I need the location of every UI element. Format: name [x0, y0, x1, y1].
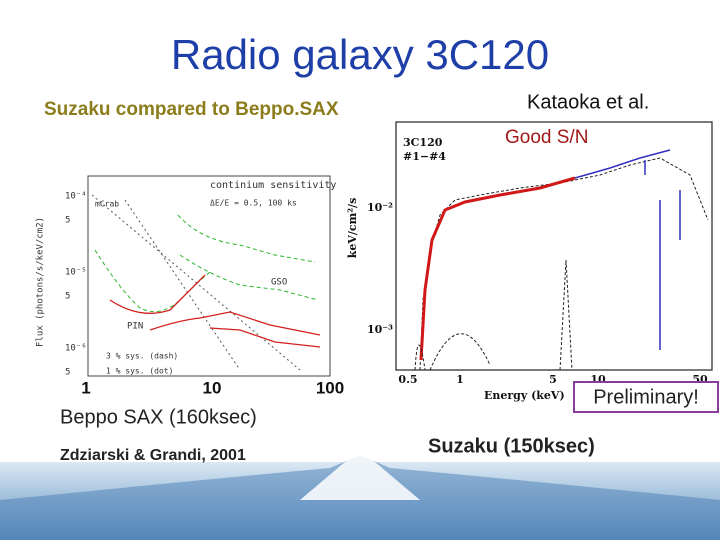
- legend-entry: 3 % sys. (dash): [106, 352, 178, 361]
- stamp: Preliminary!: [593, 386, 699, 408]
- y-tick-label: 5: [65, 216, 70, 226]
- y-axis-label: Flux (photons/s/keV/cm2): [36, 217, 46, 347]
- right-plot: 3C120 #1−#4 keV/cm²/s 10⁻² 10⁻³ 0.5 1 5 …: [346, 121, 713, 402]
- y-tick-label: 10⁻³: [367, 323, 393, 336]
- y-tick-label: 10⁻²: [367, 201, 393, 214]
- gso-curve-1: [179, 254, 319, 301]
- slide-title: Radio galaxy 3C120: [171, 31, 549, 78]
- y-tick-label: 10⁻⁶: [65, 344, 87, 354]
- right-note: Good S/N: [505, 127, 588, 148]
- stamp-box: [573, 381, 719, 413]
- observation-label: #1−#4: [403, 150, 446, 163]
- curve-label: GSO: [271, 278, 287, 288]
- red-curve: [149, 311, 321, 336]
- crab-line: [124, 199, 241, 371]
- unit-note: mCrab: [95, 200, 119, 209]
- right-credit: Kataoka et al.: [527, 91, 649, 113]
- left-plot: continium sensitivity mCrab ΔE/E = 0.5, …: [36, 175, 344, 397]
- plot-title: continium sensitivity: [210, 180, 336, 191]
- left-heading: Suzaku compared to Beppo.SAX: [44, 99, 339, 120]
- y-tick-label: 10⁻⁴: [65, 192, 87, 202]
- x-tick-label: 1: [81, 378, 90, 397]
- red-curve: [209, 327, 321, 348]
- resolution-note: ΔE/E = 0.5, 100 ks: [210, 199, 297, 208]
- left-credit: Zdziarski & Grandi, 2001: [60, 447, 246, 464]
- x-tick-label: 0.5: [398, 373, 417, 386]
- crab-line: [91, 194, 301, 371]
- y-axis-label: keV/cm²/s: [346, 198, 359, 259]
- right-caption: Suzaku (150ksec): [428, 435, 595, 457]
- x-tick-label: 10: [203, 378, 222, 397]
- x-tick-label: 5: [549, 373, 557, 386]
- component-curves: [414, 259, 573, 371]
- curve-label: PIN: [127, 322, 143, 332]
- mountain-snow: [300, 452, 420, 500]
- x-tick-label: 1: [456, 373, 464, 386]
- data-points: [574, 149, 671, 179]
- source-label: 3C120: [403, 136, 443, 149]
- y-tick-label: 5: [65, 292, 70, 302]
- y-tick-label: 10⁻⁵: [65, 268, 87, 278]
- gso-curve-3: [177, 214, 316, 263]
- x-tick-label: 100: [316, 378, 344, 397]
- left-plot-frame: [87, 175, 331, 377]
- data-points: [419, 176, 576, 361]
- y-tick-label: 5: [65, 368, 70, 378]
- left-caption: Beppo SAX (160ksec): [60, 406, 257, 428]
- error-bars: [644, 160, 681, 350]
- x-axis-label: Energy (keV): [484, 389, 565, 402]
- legend-entry: 1 % sys. (dot): [106, 367, 173, 376]
- red-curve: [109, 274, 206, 314]
